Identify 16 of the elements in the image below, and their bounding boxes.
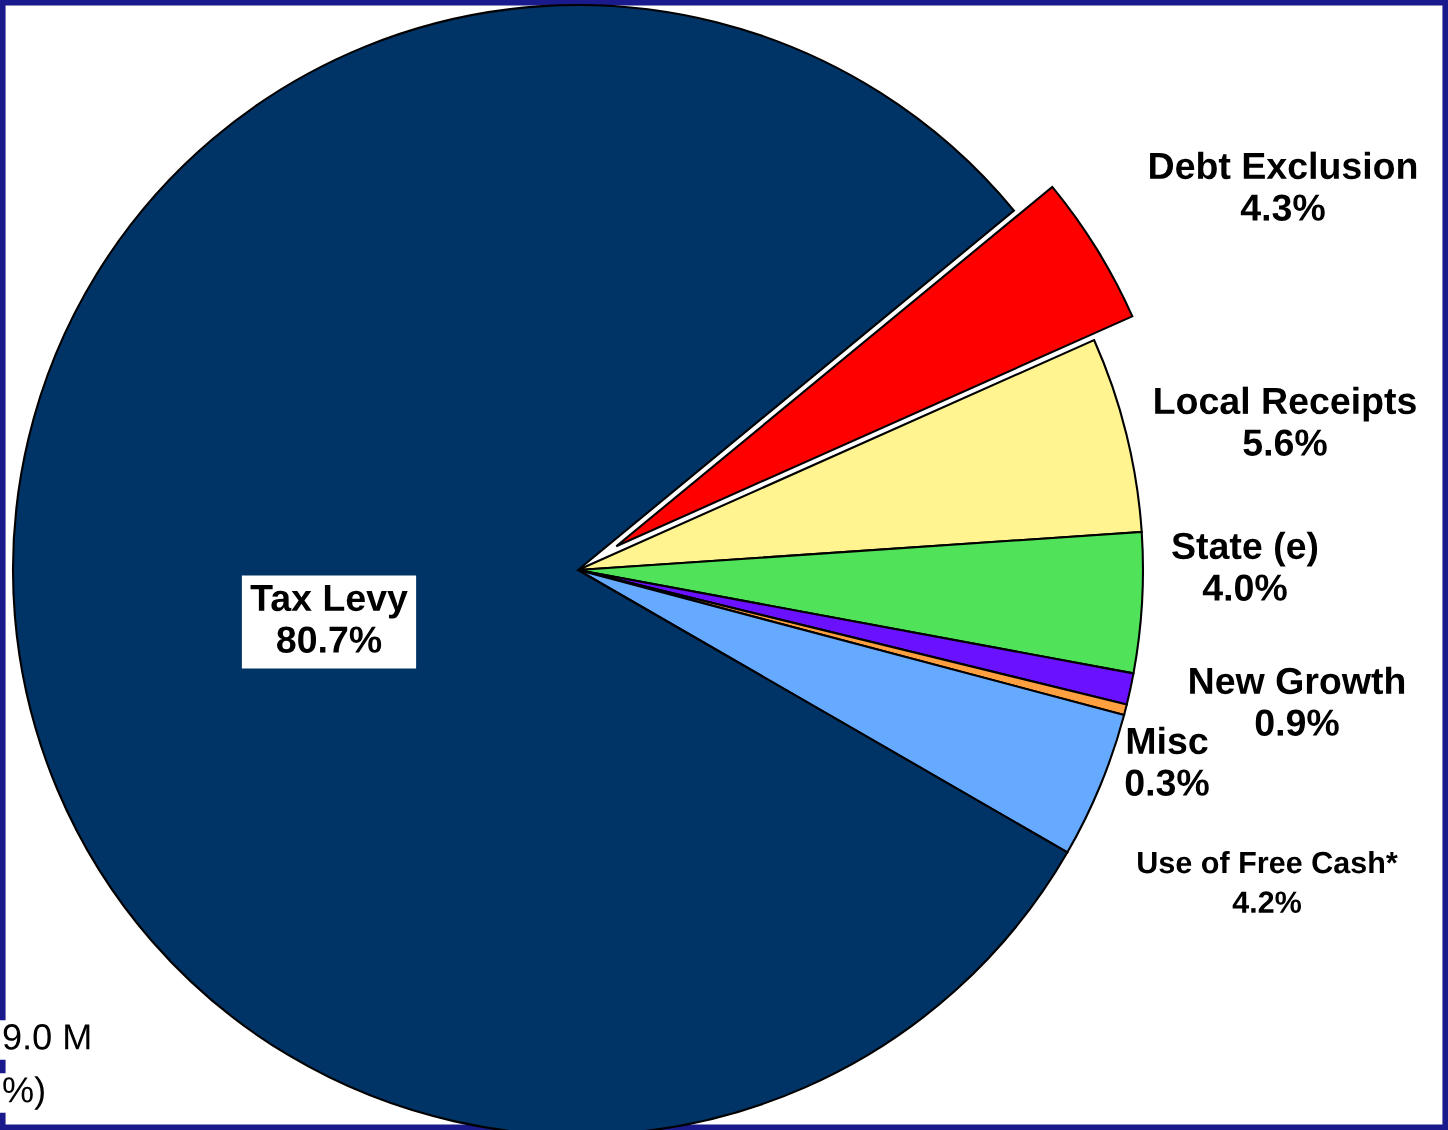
data-label: 4.0% <box>1202 574 1287 601</box>
slice-label: Tax Levy <box>250 585 408 619</box>
slice-label: State (e) <box>1172 531 1318 567</box>
data-label: 4.2% <box>1232 891 1302 913</box>
data-label: 5.6% <box>1243 429 1327 456</box>
slice-label: Debt Exclusion <box>1150 151 1417 180</box>
text: 9.0 M <box>3 1024 90 1050</box>
slice-label: Use of Free Cash* <box>1138 850 1398 874</box>
data-label: 4.3% <box>1240 194 1325 221</box>
data-label: 0.9% <box>1255 709 1339 736</box>
data-label: 80.7% <box>277 626 382 653</box>
text: %) <box>3 1076 44 1110</box>
slice-label: Local Receipts <box>1155 386 1416 422</box>
slice-label: New Growth <box>1190 666 1405 695</box>
slice-label: Misc <box>1127 726 1208 755</box>
data-label: 0.3% <box>1125 769 1209 796</box>
